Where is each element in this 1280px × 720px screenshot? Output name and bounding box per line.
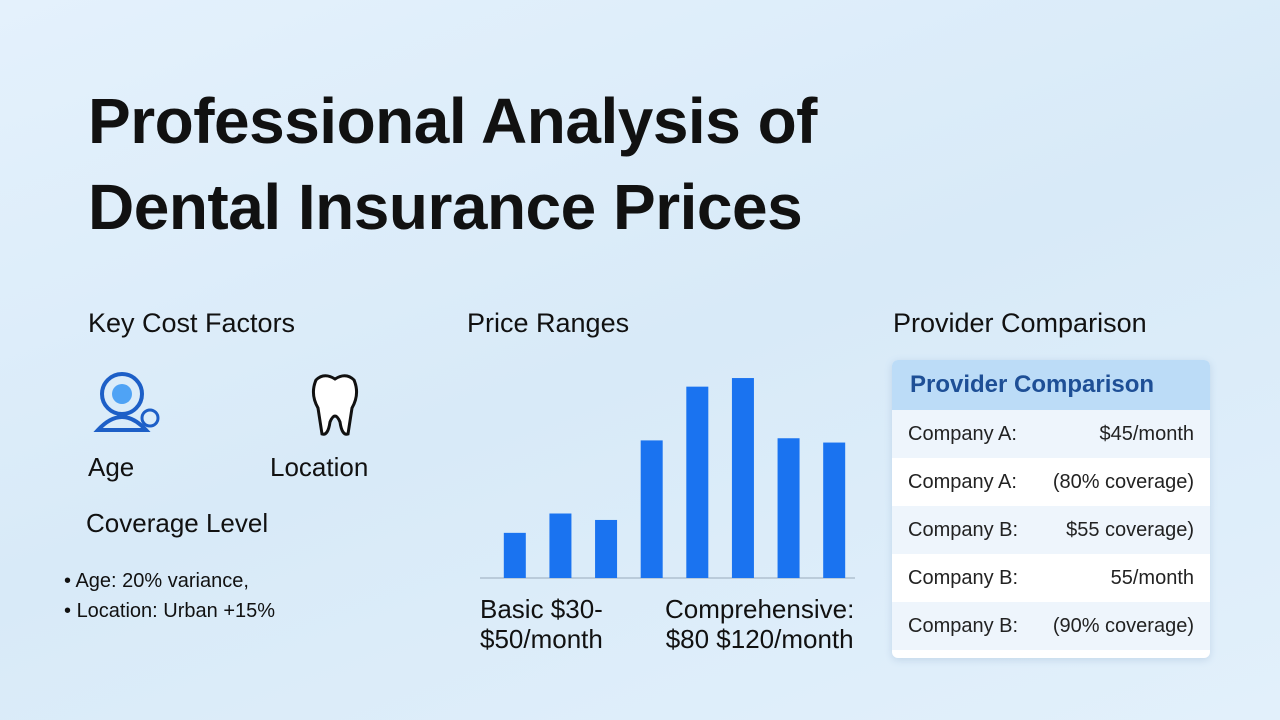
- provider-name: Company A:: [908, 422, 1017, 445]
- provider-value: (80% coverage): [1052, 470, 1194, 493]
- bullet-text: Age: 20% variance,: [75, 570, 249, 592]
- provider-name: Company B:: [908, 566, 1019, 589]
- bar: [731, 378, 754, 578]
- price-line: Basic $30-: [480, 594, 603, 624]
- provider-name: Company A:: [908, 470, 1017, 493]
- tooth-icon: [311, 374, 359, 436]
- price-comprehensive: Comprehensive: $80 $120/month: [665, 594, 854, 654]
- title-line: Professional Analysis of: [88, 85, 817, 157]
- price-basic: Basic $30- $50/month: [480, 594, 603, 654]
- price-line: $50/month: [480, 624, 603, 654]
- bar: [777, 438, 800, 578]
- bar: [823, 442, 846, 578]
- provider-row: Company B: (90% coverage): [892, 602, 1210, 650]
- provider-value: $55 coverage): [1066, 518, 1194, 541]
- provider-value: $45/month: [1099, 422, 1194, 445]
- section-heading: Price Ranges: [467, 308, 630, 338]
- provider-row: Company B: 55/month: [892, 554, 1210, 602]
- provider-name: Company B:: [908, 614, 1019, 637]
- bar: [640, 440, 663, 578]
- subheading: Coverage Level: [86, 508, 269, 538]
- provider-value: (90% coverage): [1052, 614, 1194, 637]
- section-heading: Provider Comparison: [893, 308, 1147, 338]
- chart: [480, 378, 855, 579]
- provider-row: Company A: $45/month: [892, 410, 1210, 458]
- title-line: Dental Insurance Prices: [88, 171, 803, 243]
- bar: [549, 513, 572, 578]
- card-title: Provider Comparison: [892, 360, 1210, 410]
- bar: [686, 386, 709, 578]
- bullet: • Age: 20% variance,: [64, 570, 249, 592]
- bar: [595, 519, 618, 578]
- price-line: $80 $120/month: [665, 624, 854, 654]
- provider-card: Provider Comparison Company A: $45/month C…: [892, 360, 1210, 658]
- provider-row: Company B: $55 coverage): [892, 506, 1210, 554]
- bar: [503, 532, 526, 578]
- bullet: • Location: Urban +15%: [64, 600, 276, 622]
- section-heading: Key Cost Factors: [88, 308, 296, 338]
- age-icon: [93, 372, 160, 432]
- icon-label: Location: [270, 452, 369, 482]
- bullet-text: Location: Urban +15%: [76, 600, 276, 622]
- price-line: Comprehensive:: [665, 594, 855, 624]
- provider-rows: Company A: $45/month Company A: (80% covera…: [892, 410, 1210, 650]
- provider-value: 55/month: [1110, 566, 1194, 589]
- provider-name: Company B:: [908, 518, 1019, 541]
- provider-row: Company A: (80% coverage): [892, 458, 1210, 506]
- title: Professional Analysis of Dental Insuranc…: [88, 78, 817, 250]
- icon-label: Age: [88, 452, 135, 482]
